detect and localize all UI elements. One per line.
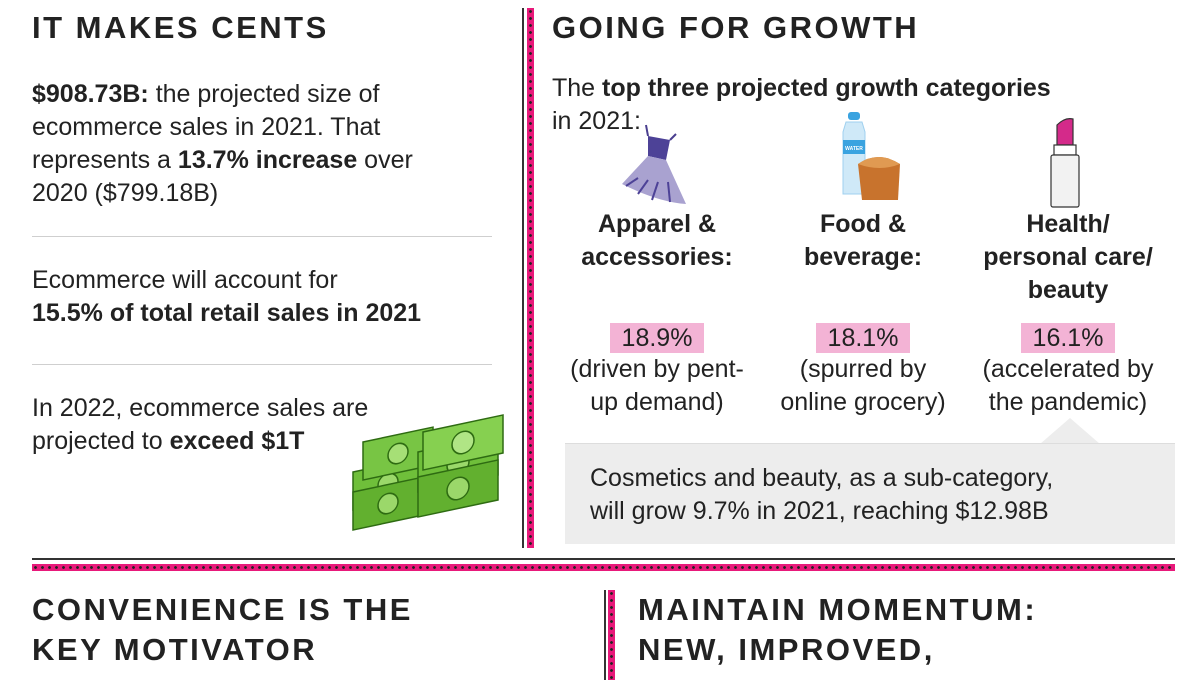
- stat-retail-share: Ecommerce will account for 15.5% of tota…: [32, 264, 512, 330]
- growth-category: Health/personal care/beauty 16.1% (acceler…: [963, 208, 1173, 419]
- divider: [32, 364, 492, 365]
- category-percent: 18.9%: [609, 323, 705, 353]
- growth-intro: The top three projected growth categorie…: [552, 72, 1172, 138]
- category-label: Apparel & accessories:: [552, 208, 762, 307]
- stat-2022-projection: In 2022, ecommerce sales are projected t…: [32, 392, 432, 458]
- category-note: (driven by pent-: [570, 355, 744, 383]
- intro-bold: top three projected growth categories: [602, 74, 1051, 102]
- stat-value: exceed $1T: [169, 427, 305, 455]
- lipstick-icon: [1050, 118, 1080, 208]
- heading-line: KEY MOTIVATOR: [32, 632, 318, 667]
- stat-value: 15.5% of total retail sales in 2021: [32, 299, 422, 327]
- section-heading-convenience: CONVENIENCE IS THE KEY MOTIVATOR: [32, 590, 413, 670]
- callout-pointer: [1040, 418, 1100, 444]
- intro-text: in 2021:: [552, 107, 641, 135]
- column-divider-dots: [527, 8, 534, 548]
- stat-text: over: [357, 146, 413, 174]
- stat-text: the projected size of: [148, 80, 380, 108]
- stat-text: Ecommerce will account for: [32, 266, 338, 294]
- callout-text: Cosmetics and beauty, as a sub-category,: [590, 464, 1054, 492]
- category-note: online grocery): [780, 388, 946, 416]
- heading-line: CONVENIENCE IS THE: [32, 592, 413, 627]
- category-label-line: accessories:: [581, 243, 733, 271]
- divider: [32, 236, 492, 237]
- category-label-line: Health/: [1026, 210, 1110, 238]
- category-percent: 16.1%: [1020, 323, 1116, 353]
- callout-text: will grow 9.7% in 2021, reaching $12.98B: [590, 497, 1049, 525]
- stat-increase: 13.7% increase: [177, 146, 358, 174]
- category-label-line: Apparel &: [597, 210, 717, 238]
- section-heading-going-for-growth: GOING FOR GROWTH: [552, 10, 920, 45]
- stat-text: projected to: [32, 427, 170, 455]
- bottle-label: WATER: [845, 146, 863, 152]
- category-label: Health/personal care/beauty: [963, 208, 1173, 307]
- heading-line: NEW, IMPROVED,: [638, 632, 935, 667]
- category-label-line: Food &: [819, 210, 907, 238]
- category-label-line: personal care/: [983, 243, 1153, 271]
- category-note: the pandemic): [988, 388, 1148, 416]
- dress-icon: [622, 124, 686, 204]
- category-label: Food & beverage:: [758, 208, 968, 307]
- category-percent: 18.1%: [815, 323, 911, 353]
- section-heading-maintain-momentum: MAINTAIN MOMENTUM: NEW, IMPROVED,: [638, 590, 1037, 670]
- column-divider-dots: [608, 590, 615, 680]
- stat-value: $908.73B:: [32, 80, 149, 108]
- stat-text: ecommerce sales in 2021. That: [32, 113, 381, 141]
- intro-text: The: [552, 74, 603, 102]
- category-note: up demand): [590, 388, 724, 416]
- column-divider-line: [522, 8, 524, 548]
- money-stack-icon: [352, 414, 504, 531]
- growth-category: Apparel & accessories: 18.9% (driven by pen…: [552, 208, 762, 419]
- category-note: (accelerated by: [982, 355, 1154, 383]
- section-divider-dots: [32, 564, 1175, 571]
- section-heading-it-makes-cents: IT MAKES CENTS: [32, 10, 329, 45]
- food-beverage-icon: WATER: [842, 112, 900, 200]
- cosmetics-callout: Cosmetics and beauty, as a sub-category,…: [565, 443, 1175, 544]
- stat-text: 2020 ($799.18B): [32, 179, 219, 207]
- column-divider-line: [604, 590, 606, 680]
- stat-text: In 2022, ecommerce sales are: [32, 394, 369, 422]
- stat-ecommerce-size: $908.73B: the projected size of ecommerc…: [32, 78, 502, 210]
- heading-line: MAINTAIN MOMENTUM:: [638, 592, 1038, 627]
- category-note: (spurred by: [799, 355, 927, 383]
- category-label-line: beauty: [1027, 276, 1109, 304]
- stat-text: represents a: [32, 146, 178, 174]
- category-label-line: beverage:: [803, 243, 923, 271]
- section-divider-line: [32, 558, 1175, 560]
- growth-category: Food & beverage: 18.1% (spurred by online gr…: [758, 208, 968, 419]
